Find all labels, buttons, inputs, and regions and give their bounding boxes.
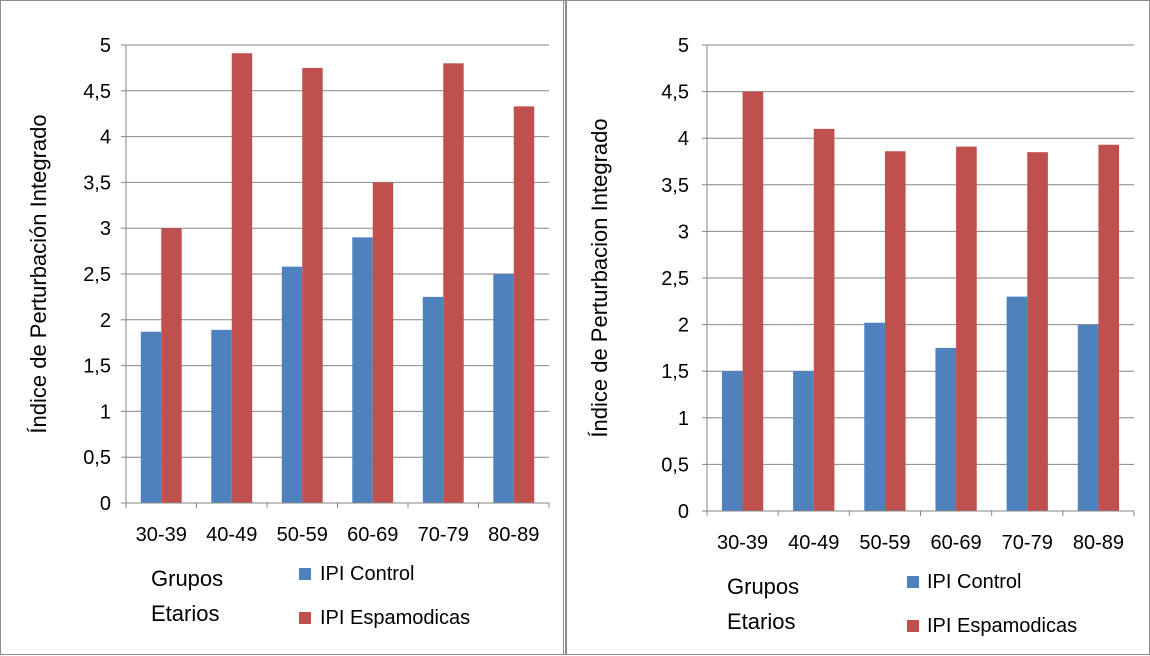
bar-control-50-59: [281, 266, 303, 503]
x-tick-label: 40-49: [788, 532, 839, 554]
legend-label-espasmodicas: IPI Espamodicas: [927, 615, 1077, 637]
bar-control-30-39: [140, 331, 162, 503]
legend-label-control: IPI Control: [320, 563, 414, 585]
y-tick-label: 3: [100, 218, 111, 240]
bar-control-60-69: [352, 237, 373, 504]
y-tick-label: 1: [678, 408, 689, 430]
bar-control-60-69: [935, 347, 957, 511]
y-tick-label: 0,5: [661, 454, 689, 476]
y-tick-label: 2: [678, 315, 689, 337]
bar-espasmodicas-70-79: [443, 63, 464, 503]
bar-control-40-49: [793, 371, 814, 511]
bar-control-80-89: [493, 274, 514, 503]
chart-panel-right: 0 0,5 1 1,5 2 2,5 3 3,5 4 4,5 5 30-39 40-49 50-59 60-6…: [566, 0, 1150, 655]
bar-espasmodicas-40-49: [813, 128, 835, 511]
bar-espasmodicas-50-59: [302, 67, 323, 504]
x-tick-label: 60-69: [347, 524, 398, 546]
x-tick-label: 70-79: [1002, 532, 1053, 554]
y-tick-label: 0: [100, 493, 111, 515]
x-tick-label: 50-59: [859, 532, 910, 554]
y-tick-label: 1: [100, 401, 111, 423]
y-tick-label: 2: [100, 310, 111, 332]
x-axis-title-line2: Etarios: [151, 601, 219, 626]
legend-label-control: IPI Control: [927, 571, 1021, 593]
legend: IPI Control IPI Espamodicas: [907, 571, 1077, 637]
bar-espasmodicas-30-39: [742, 91, 764, 511]
y-tick-label: 3,5: [661, 175, 689, 197]
bar-control-50-59: [864, 322, 885, 511]
y-tick-label: 4,5: [661, 82, 689, 104]
y-axis-title: Índice de Perturbación Integrado: [26, 114, 51, 433]
y-tick-label: 2,5: [661, 268, 689, 290]
bar-control-70-79: [422, 296, 444, 503]
y-tick-label: 5: [678, 35, 689, 57]
chart-panel-left: 0 0,5 1 1,5 2 2,5 3 3,5 4 4,5 5 30-39 40-49 50-59 60-6…: [0, 0, 566, 655]
bar-espasmodicas-80-89: [513, 106, 535, 503]
bars: [721, 91, 1120, 512]
x-tick-label: 30-39: [136, 524, 187, 546]
bar-control-40-49: [211, 329, 232, 503]
legend-label-espasmodicas: IPI Espamodicas: [320, 607, 470, 629]
y-tick-label: 3: [678, 221, 689, 243]
x-tick-label: 50-59: [277, 524, 328, 546]
x-tick-label: 80-89: [488, 524, 539, 546]
bar-espasmodicas-70-79: [1027, 152, 1048, 511]
panel-divider: [563, 0, 567, 655]
y-tick-label: 4,5: [83, 81, 111, 103]
y-axis-title: Índice de Perturbacion Integrado: [587, 118, 612, 437]
x-tick-label: 40-49: [206, 524, 257, 546]
legend-swatch-espasmodicas: [299, 612, 311, 624]
y-tick-label: 2,5: [83, 264, 111, 286]
y-tick-label: 5: [100, 35, 111, 57]
legend: IPI Control IPI Espamodicas: [299, 563, 470, 629]
bar-espasmodicas-60-69: [956, 146, 977, 511]
x-axis-title-line1: Grupos: [151, 566, 223, 591]
y-tick-label: 4: [100, 127, 111, 149]
y-tick-label: 0,5: [83, 447, 111, 469]
bar-control-30-39: [721, 371, 743, 511]
bar-chart-left: 0 0,5 1 1,5 2 2,5 3 3,5 4 4,5 5 30-39 40-49 50-59 60-6…: [26, 35, 550, 629]
x-tick-label: 70-79: [418, 524, 469, 546]
y-tick-label: 3,5: [83, 172, 111, 194]
bar-espasmodicas-80-89: [1098, 144, 1120, 511]
x-tick-label: 80-89: [1073, 532, 1124, 554]
x-tick-label: 60-69: [931, 532, 982, 554]
y-tick-label: 1,5: [83, 356, 111, 378]
x-tick-label: 30-39: [717, 532, 768, 554]
gridlines: [702, 44, 1134, 512]
gridlines: [121, 44, 549, 504]
y-tick-label: 0: [678, 501, 689, 523]
bar-control-80-89: [1077, 324, 1099, 511]
y-tick-label: 1,5: [661, 361, 689, 383]
x-axis-title-line2: Etarios: [727, 609, 795, 634]
legend-swatch-control: [907, 576, 919, 588]
legend-swatch-espasmodicas: [907, 620, 919, 632]
bar-espasmodicas-50-59: [884, 151, 906, 512]
x-axis-title-line1: Grupos: [727, 574, 799, 599]
legend-swatch-control: [299, 568, 311, 580]
bars: [140, 53, 535, 504]
bar-control-70-79: [1006, 296, 1028, 511]
bar-espasmodicas-30-39: [161, 228, 182, 503]
bar-espasmodicas-40-49: [231, 53, 253, 504]
y-tick-label: 4: [678, 128, 689, 150]
bar-espasmodicas-60-69: [372, 182, 394, 503]
bar-chart-right: 0 0,5 1 1,5 2 2,5 3 3,5 4 4,5 5 30-39 40-49 50-59 60-6…: [587, 35, 1135, 637]
